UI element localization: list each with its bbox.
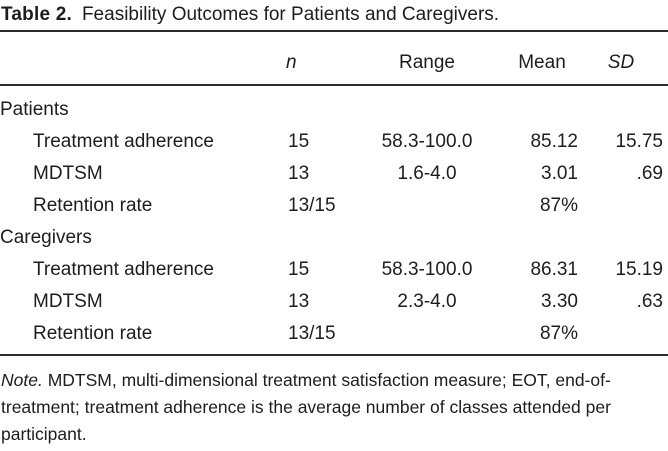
- caregivers-treatment-adherence-row: Treatment adherence 15 58.3-100.0 86.31 …: [0, 254, 668, 286]
- section-label: Caregivers: [0, 227, 92, 248]
- caregivers-retention-rate-row: Retention rate 13/15 87%: [0, 318, 668, 355]
- patients-treatment-adherence-row: Treatment adherence 15 58.3-100.0 85.12 …: [0, 126, 668, 158]
- row-label: Retention rate: [33, 323, 153, 344]
- table-caption-label: Table 2.: [1, 4, 72, 25]
- n-cell: [286, 85, 350, 126]
- n-cell: 13: [288, 163, 310, 184]
- n-cell: 13/15: [288, 195, 336, 216]
- sd-cell: 15.19: [615, 259, 663, 280]
- row-label: Treatment adherence: [33, 259, 214, 280]
- column-header-sd: SD: [580, 31, 668, 86]
- range-cell: [350, 222, 504, 254]
- sd-cell: [580, 222, 668, 254]
- header-row: n Range Mean SD: [0, 31, 668, 86]
- sd-cell: .63: [636, 291, 663, 312]
- caregivers-section-row: Caregivers: [0, 222, 668, 254]
- n-cell: 13: [288, 291, 310, 312]
- stub-header: [0, 31, 286, 86]
- row-label: MDTSM: [33, 291, 103, 312]
- sd-cell: [580, 190, 668, 222]
- mean-cell: [504, 85, 580, 126]
- sd-cell: [580, 85, 668, 126]
- sd-cell: .69: [636, 163, 663, 184]
- column-header-n: n: [286, 31, 350, 86]
- n-cell: 15: [288, 131, 310, 152]
- mean-cell: 85.12: [530, 131, 578, 152]
- feasibility-outcomes-table: n Range Mean SD Patients Treatment adher…: [0, 30, 668, 356]
- column-header-mean: Mean: [504, 31, 580, 86]
- table-note: Note. MDTSM, multi-dimensional treatment…: [0, 367, 668, 448]
- n-cell: [286, 222, 350, 254]
- range-cell: [350, 85, 504, 126]
- range-cell: 2.3-4.0: [397, 291, 457, 312]
- patients-mdtsm-row: MDTSM 13 1.6-4.0 3.01 .69: [0, 158, 668, 190]
- range-cell: 58.3-100.0: [381, 131, 473, 152]
- table-caption: Table 2. Feasibility Outcomes for Patient…: [0, 0, 668, 30]
- range-cell: 58.3-100.0: [381, 259, 473, 280]
- range-cell: 1.6-4.0: [397, 163, 457, 184]
- n-cell: 15: [288, 259, 310, 280]
- sd-cell: [580, 318, 668, 355]
- mean-cell: 87%: [539, 195, 578, 216]
- range-cell: [350, 318, 504, 355]
- patients-section-row: Patients: [0, 85, 668, 126]
- section-label: Patients: [0, 99, 69, 120]
- table-note-label: Note.: [1, 370, 43, 390]
- sd-cell: 15.75: [615, 131, 663, 152]
- caregivers-mdtsm-row: MDTSM 13 2.3-4.0 3.30 .63: [0, 286, 668, 318]
- mean-cell: 86.31: [530, 259, 578, 280]
- row-label: Treatment adherence: [33, 131, 214, 152]
- column-header-range: Range: [350, 31, 504, 86]
- mean-cell: 3.30: [541, 291, 578, 312]
- table-caption-text: Feasibility Outcomes for Patients and Ca…: [81, 4, 500, 25]
- row-label: Retention rate: [33, 195, 153, 216]
- mean-cell: [504, 222, 580, 254]
- n-cell: 13/15: [288, 323, 336, 344]
- mean-cell: 87%: [539, 323, 578, 344]
- row-label: MDTSM: [33, 163, 103, 184]
- mean-cell: 3.01: [541, 163, 578, 184]
- range-cell: [350, 190, 504, 222]
- table-note-text: MDTSM, multi-dimensional treatment satis…: [1, 370, 611, 444]
- patients-retention-rate-row: Retention rate 13/15 87%: [0, 190, 668, 222]
